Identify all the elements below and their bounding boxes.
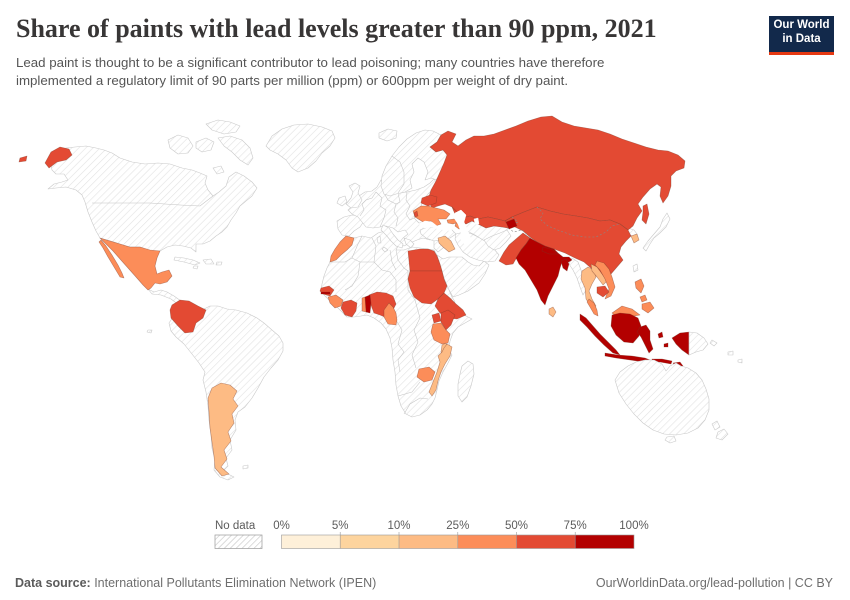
svg-text:10%: 10%: [387, 520, 410, 532]
svg-text:25%: 25%: [446, 520, 469, 532]
svg-text:100%: 100%: [619, 520, 648, 532]
svg-text:No data: No data: [215, 520, 256, 532]
svg-text:0%: 0%: [273, 520, 290, 532]
svg-text:50%: 50%: [505, 520, 528, 532]
svg-text:5%: 5%: [332, 520, 349, 532]
svg-text:75%: 75%: [564, 520, 587, 532]
